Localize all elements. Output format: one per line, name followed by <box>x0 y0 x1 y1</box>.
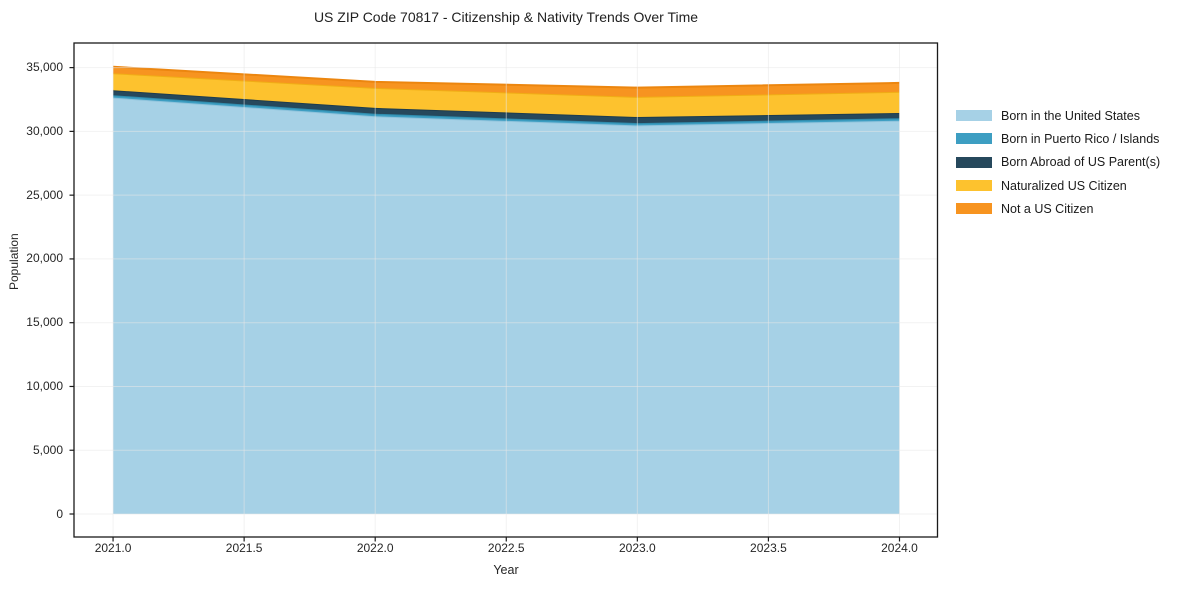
legend-label: Born in Puerto Rico / Islands <box>1001 131 1160 146</box>
x-axis-label: Year <box>493 563 519 577</box>
y-tick-label: 0 <box>56 506 63 521</box>
x-tick-label: 2022.0 <box>356 541 394 555</box>
legend-swatch-icon <box>956 180 992 192</box>
y-tick-label: 5,000 <box>32 442 63 457</box>
legend-item-born-abroad-of-us-parent-s: Born Abroad of US Parent(s) <box>956 151 1160 174</box>
y-tick-label: 20,000 <box>26 251 63 266</box>
legend-item-naturalized-us-citizen: Naturalized US Citizen <box>956 174 1160 197</box>
legend-item-not-a-us-citizen: Not a US Citizen <box>956 197 1160 220</box>
legend-item-born-in-puerto-rico-islands: Born in Puerto Rico / Islands <box>956 127 1160 150</box>
legend-label: Not a US Citizen <box>1001 201 1094 216</box>
legend: Born in the United States Born in Puerto … <box>956 104 1160 220</box>
x-tick-label: 2023.0 <box>618 541 656 555</box>
legend-item-born-in-the-united-states: Born in the United States <box>956 104 1160 127</box>
y-tick-label: 10,000 <box>26 378 63 393</box>
legend-swatch-icon <box>956 133 992 145</box>
area-not-a-us-citizen <box>113 66 900 97</box>
y-tick-label: 35,000 <box>26 60 63 75</box>
legend-label: Born Abroad of US Parent(s) <box>1001 155 1161 170</box>
chart-title: US ZIP Code 70817 - Citizenship & Nativi… <box>313 9 699 25</box>
y-tick-label: 30,000 <box>26 123 63 138</box>
legend-swatch-icon <box>956 110 992 122</box>
x-tick-label: 2023.5 <box>750 541 787 555</box>
legend-swatch-icon <box>956 203 992 215</box>
y-tick-label: 15,000 <box>26 315 63 330</box>
legend-label: Naturalized US Citizen <box>1001 178 1127 193</box>
x-tick-label: 2021.0 <box>94 541 132 555</box>
x-tick-label: 2022.5 <box>487 541 525 555</box>
x-tick-label: 2024.0 <box>881 541 918 555</box>
x-tick-label: 2021.5 <box>225 541 263 555</box>
legend-swatch-icon <box>956 156 992 168</box>
y-tick-label: 25,000 <box>26 187 63 202</box>
legend-label: Born in the United States <box>1001 108 1140 123</box>
